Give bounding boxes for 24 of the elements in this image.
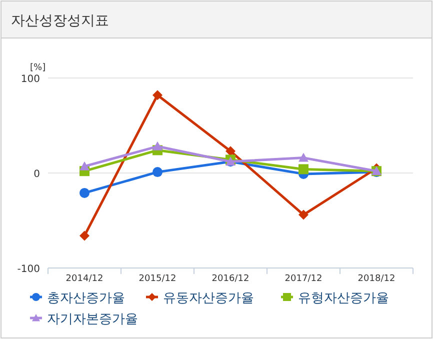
y-axis-title: [%] <box>30 63 46 73</box>
x-tick-label: 2015/12 <box>138 274 176 284</box>
point <box>80 188 90 198</box>
point <box>298 152 308 162</box>
legend-label: 유형자산증가율 <box>298 291 389 306</box>
legend-label: 자기자본증가율 <box>47 312 138 327</box>
point <box>152 141 162 150</box>
y-tick-label: 100 <box>20 74 40 85</box>
point <box>298 210 308 220</box>
y-tick-label: 0 <box>34 169 40 180</box>
point <box>80 161 90 170</box>
point <box>152 167 162 178</box>
x-tick-label: 2016/12 <box>212 274 250 284</box>
legend-label: 총자산증가율 <box>47 291 125 306</box>
y-tick-label: -100 <box>17 264 40 275</box>
chart-title: 자산성장성지표 <box>11 13 109 29</box>
point <box>298 164 308 174</box>
x-tick-label: 2014/12 <box>66 274 104 284</box>
point <box>226 146 236 156</box>
point <box>152 90 162 100</box>
x-tick-label: 2018/12 <box>358 274 396 284</box>
x-tick-label: 2017/12 <box>284 274 322 284</box>
point <box>80 230 90 241</box>
legend-label: 유동자산증가율 <box>163 291 254 306</box>
